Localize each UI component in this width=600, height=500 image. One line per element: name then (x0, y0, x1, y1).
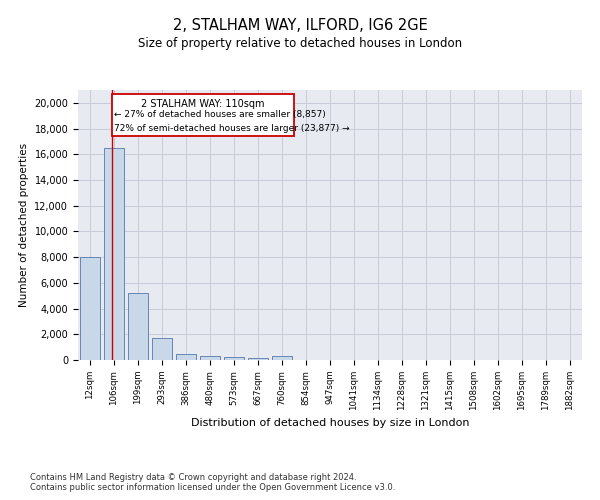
Bar (272, 356, 292, 360)
Text: 2, STALHAM WAY, ILFORD, IG6 2GE: 2, STALHAM WAY, ILFORD, IG6 2GE (173, 18, 427, 32)
FancyBboxPatch shape (112, 94, 294, 136)
Bar (248, 358, 268, 360)
X-axis label: Distribution of detached houses by size in London: Distribution of detached houses by size … (191, 418, 469, 428)
Text: 2 STALHAM WAY: 110sqm: 2 STALHAM WAY: 110sqm (141, 99, 265, 109)
Bar (128, 293, 148, 360)
Text: Contains HM Land Registry data © Crown copyright and database right 2024.
Contai: Contains HM Land Registry data © Crown c… (30, 473, 395, 492)
Text: 72% of semi-detached houses are larger (23,877) →: 72% of semi-detached houses are larger (… (115, 124, 350, 132)
Bar (200, 356, 220, 360)
Bar (104, 148, 124, 360)
Bar (224, 358, 244, 360)
Text: ← 27% of detached houses are smaller (8,857): ← 27% of detached houses are smaller (8,… (115, 110, 326, 119)
Bar (152, 338, 172, 360)
Bar (80, 257, 100, 360)
Y-axis label: Number of detached properties: Number of detached properties (19, 143, 29, 307)
Bar (176, 354, 196, 360)
Text: Size of property relative to detached houses in London: Size of property relative to detached ho… (138, 38, 462, 51)
